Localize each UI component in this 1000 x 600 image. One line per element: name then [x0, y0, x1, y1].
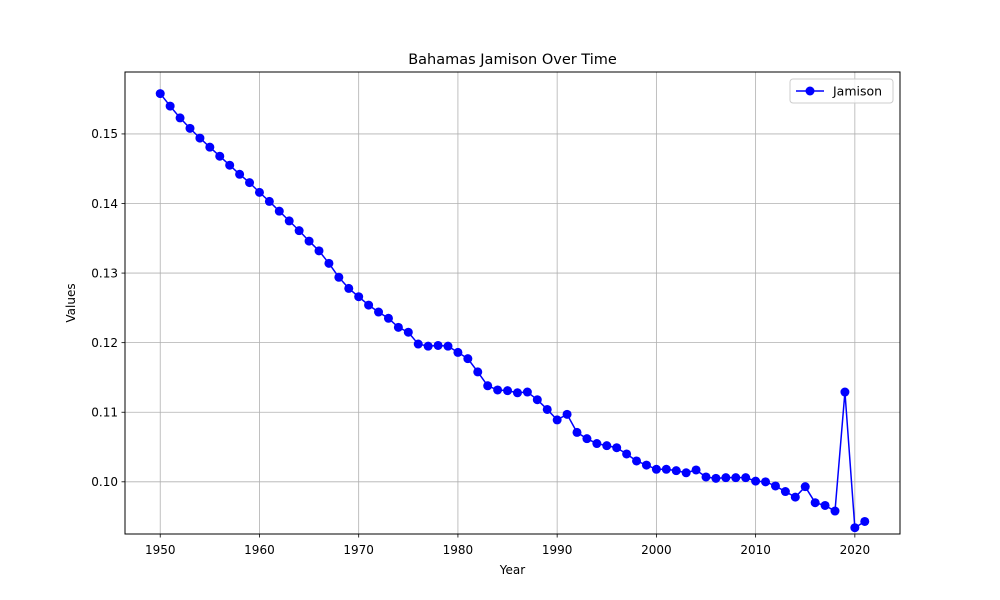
- data-point: [602, 441, 612, 451]
- legend-marker-swatch: [805, 86, 815, 96]
- data-point: [790, 492, 800, 502]
- series-group: [155, 89, 870, 533]
- data-point: [701, 472, 711, 482]
- x-tick-label: 1970: [343, 543, 374, 557]
- grid-lines: [125, 72, 900, 534]
- data-point: [413, 339, 423, 349]
- data-point: [612, 443, 622, 453]
- data-point: [195, 133, 205, 143]
- data-point: [225, 160, 235, 170]
- data-point: [155, 89, 165, 99]
- data-point: [393, 322, 403, 332]
- data-point: [800, 482, 810, 492]
- data-point: [423, 341, 433, 351]
- legend-box: [789, 78, 894, 104]
- y-tick-label: 0.11: [91, 406, 118, 420]
- data-point: [374, 307, 384, 317]
- data-point: [522, 387, 532, 397]
- x-tick-label: 2010: [740, 543, 771, 557]
- data-point: [215, 151, 225, 161]
- x-tick-label: 2020: [840, 543, 871, 557]
- y-tick-label: 0.15: [91, 127, 118, 141]
- data-point: [294, 226, 304, 236]
- data-point: [264, 196, 274, 206]
- data-point: [830, 506, 840, 516]
- legend: Jamison: [789, 78, 894, 104]
- data-point: [284, 216, 294, 226]
- data-point: [840, 387, 850, 397]
- data-point: [572, 427, 582, 437]
- x-axis-label: Year: [499, 563, 525, 577]
- data-point: [651, 464, 661, 474]
- data-point: [552, 415, 562, 425]
- x-axis: 1950 1960 1970 1980 1990 2000 2010 2020: [145, 534, 870, 557]
- data-point: [512, 388, 522, 398]
- data-point: [383, 313, 393, 323]
- data-point: [770, 481, 780, 491]
- data-point: [562, 409, 572, 419]
- data-point: [592, 439, 602, 449]
- data-point: [681, 468, 691, 478]
- x-tick-label: 1960: [244, 543, 275, 557]
- data-point: [731, 473, 741, 483]
- data-point: [641, 460, 651, 470]
- x-tick-label: 1950: [145, 543, 176, 557]
- y-axis-label: Values: [64, 283, 78, 322]
- legend-label: Jamison: [832, 84, 882, 99]
- data-point: [254, 187, 264, 197]
- data-point: [473, 367, 483, 377]
- data-point: [691, 465, 701, 475]
- data-point: [165, 101, 175, 111]
- data-point: [235, 169, 245, 179]
- data-point: [542, 404, 552, 414]
- data-point: [433, 340, 443, 350]
- data-point: [245, 178, 255, 188]
- data-point: [483, 381, 493, 391]
- y-tick-label: 0.14: [91, 197, 118, 211]
- data-point: [582, 434, 592, 444]
- data-point: [751, 476, 761, 486]
- data-point: [820, 500, 830, 510]
- x-tick-label: 1990: [542, 543, 573, 557]
- data-point: [632, 456, 642, 466]
- data-point: [711, 473, 721, 483]
- data-point: [463, 354, 473, 364]
- data-point: [622, 449, 632, 459]
- y-tick-label: 0.13: [91, 266, 118, 280]
- data-point: [503, 386, 513, 396]
- chart-title: Bahamas Jamison Over Time: [408, 52, 617, 68]
- data-point: [185, 123, 195, 133]
- data-point: [334, 272, 344, 282]
- data-point: [721, 473, 731, 483]
- x-tick-label: 2000: [641, 543, 672, 557]
- data-point: [403, 327, 413, 337]
- data-point: [364, 300, 374, 310]
- data-point: [314, 246, 324, 256]
- data-point: [175, 113, 185, 123]
- y-tick-label: 0.12: [91, 336, 118, 350]
- data-point: [205, 142, 215, 152]
- data-point: [780, 487, 790, 497]
- data-point: [324, 258, 334, 268]
- data-point: [493, 385, 503, 395]
- data-point: [443, 341, 453, 351]
- data-point: [532, 395, 542, 405]
- data-point: [304, 236, 314, 246]
- data-point: [354, 292, 364, 302]
- x-tick-label: 1980: [443, 543, 474, 557]
- data-point: [671, 466, 681, 476]
- data-point: [274, 206, 284, 216]
- data-point: [850, 523, 860, 533]
- data-point: [810, 498, 820, 508]
- y-tick-label: 0.10: [91, 475, 118, 489]
- data-point: [453, 347, 463, 357]
- plot-frame: [124, 71, 901, 535]
- data-point: [860, 516, 870, 526]
- data-point: [661, 464, 671, 474]
- data-point: [741, 473, 751, 483]
- data-point: [761, 477, 771, 487]
- y-axis: 0.10 0.11 0.12 0.13 0.14 0.15: [91, 127, 125, 489]
- data-point: [344, 283, 354, 293]
